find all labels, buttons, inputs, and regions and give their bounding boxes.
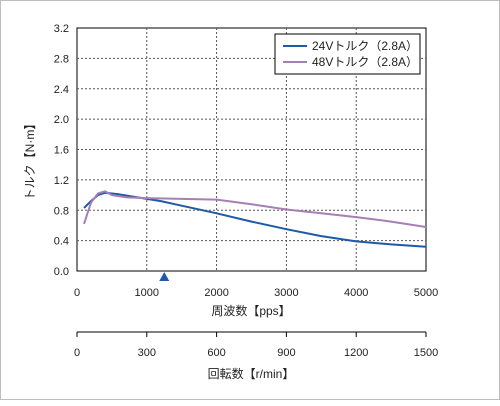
secondary-tick-label: 600 <box>207 347 225 359</box>
secondary-axis-ticks: 0 300 600 900 1200 1500 <box>74 332 438 359</box>
legend-box <box>274 33 421 75</box>
x-tick-label: 2000 <box>204 287 228 299</box>
secondary-tick-label: 300 <box>138 347 156 359</box>
series-line-0 <box>83 191 427 248</box>
secondary-tick-label: 1200 <box>344 347 368 359</box>
x-tick-label: 0 <box>74 287 80 299</box>
legend-label-24v: 24Vトルク（2.8A） <box>312 39 418 53</box>
x-tick-labels: 0 1000 2000 3000 4000 5000 <box>74 287 438 299</box>
legend-label-48v: 48Vトルク（2.8A） <box>312 55 418 69</box>
x-tick-label: 3000 <box>274 287 298 299</box>
y-tick-label: 1.2 <box>54 175 69 187</box>
legend: 24Vトルク（2.8A） 48Vトルク（2.8A） <box>274 33 421 75</box>
y-tick-label: 0.4 <box>54 236 69 248</box>
speed-marker-triangle <box>159 272 170 281</box>
y-axis-title: トルク【N·m】 <box>23 118 37 201</box>
x-tick-label: 1000 <box>135 287 159 299</box>
y-tick-labels: 0.0 0.4 0.8 1.2 1.6 2.0 2.4 2.8 3.2 <box>54 23 69 278</box>
series-line-1 <box>83 190 427 228</box>
y-tick-label: 0.0 <box>54 266 69 278</box>
secondary-tick-label: 1500 <box>414 347 438 359</box>
y-tick-label: 3.2 <box>54 23 69 35</box>
y-tick-label: 1.6 <box>54 145 69 157</box>
secondary-tick-label: 900 <box>277 347 295 359</box>
y-tick-label: 0.8 <box>54 205 69 217</box>
y-tick-label: 2.8 <box>54 53 69 65</box>
secondary-axis-title: 回転数【r/min】 <box>208 366 295 381</box>
x-tick-label: 5000 <box>414 287 438 299</box>
x-tick-label: 4000 <box>344 287 368 299</box>
secondary-tick-label: 0 <box>74 347 80 359</box>
series-lines <box>83 190 427 248</box>
y-tick-label: 2.0 <box>54 114 69 126</box>
y-tick-label: 2.4 <box>54 84 69 96</box>
x-axis-title: 周波数【pps】 <box>211 303 290 318</box>
